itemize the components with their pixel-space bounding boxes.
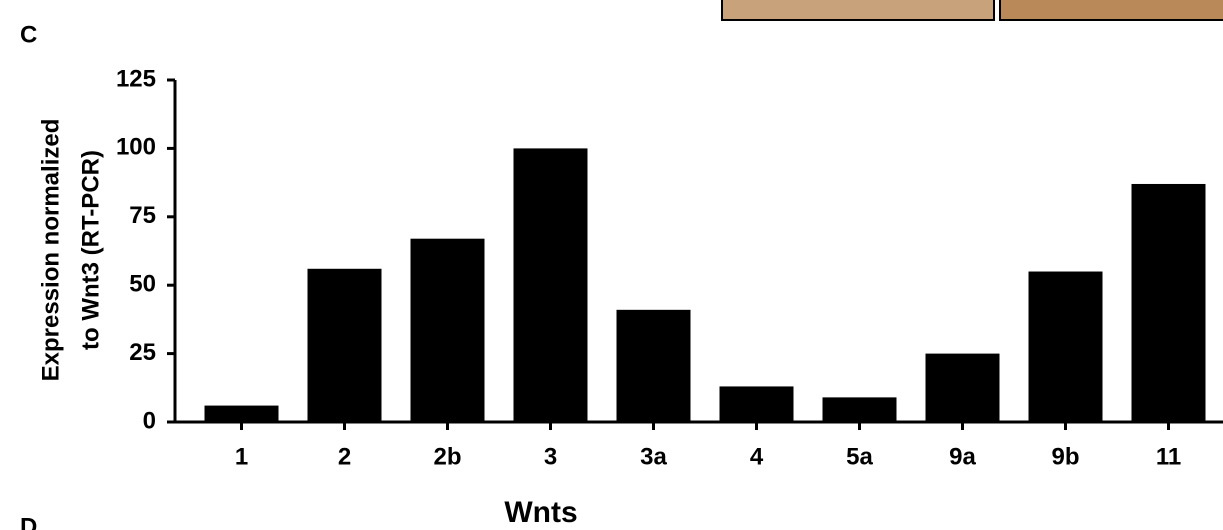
y-label: to Wnt3 (RT-PCR) xyxy=(77,150,104,350)
bar xyxy=(411,239,485,422)
bar xyxy=(926,354,1000,422)
x-tick-label: 4 xyxy=(750,443,764,470)
x-tick-label: 1 xyxy=(235,443,248,470)
micrograph-fragment xyxy=(722,0,994,20)
y-tick-label: 75 xyxy=(129,202,156,229)
bar xyxy=(617,310,691,422)
bar xyxy=(1132,184,1206,422)
x-tick-label: 3a xyxy=(640,443,667,470)
bar xyxy=(308,269,382,422)
figure: C D Expression normalized to Wnt3 (RT-PC… xyxy=(0,0,1223,530)
bar xyxy=(1029,272,1103,422)
x-tick-label: 2 xyxy=(338,443,351,470)
bar xyxy=(514,148,588,422)
y-label-line: to Wnt3 (RT-PCR) xyxy=(77,150,104,350)
y-tick-label: 0 xyxy=(143,407,156,434)
x-tick-label: 5a xyxy=(846,443,873,470)
y-tick-label: 100 xyxy=(116,134,156,161)
x-tick-label: 9a xyxy=(949,443,976,470)
x-tick-label: 9b xyxy=(1051,443,1079,470)
x-label: Wnts xyxy=(504,496,577,529)
bar xyxy=(205,406,279,422)
bar xyxy=(823,397,897,422)
y-tick-label: 50 xyxy=(129,271,156,298)
x-tick-label: 2b xyxy=(433,443,461,470)
panel-label: C xyxy=(20,21,37,48)
y-tick-label: 125 xyxy=(116,65,156,92)
y-label: Expression normalized xyxy=(37,119,64,382)
x-tick-label: 3 xyxy=(544,443,557,470)
bar xyxy=(720,386,794,422)
x-tick-label: 11 xyxy=(1156,443,1181,470)
y-label-line: Expression normalized xyxy=(37,119,64,382)
panel-label: D xyxy=(20,513,37,530)
y-tick-label: 25 xyxy=(129,339,156,366)
micrograph-fragment xyxy=(1000,0,1223,20)
